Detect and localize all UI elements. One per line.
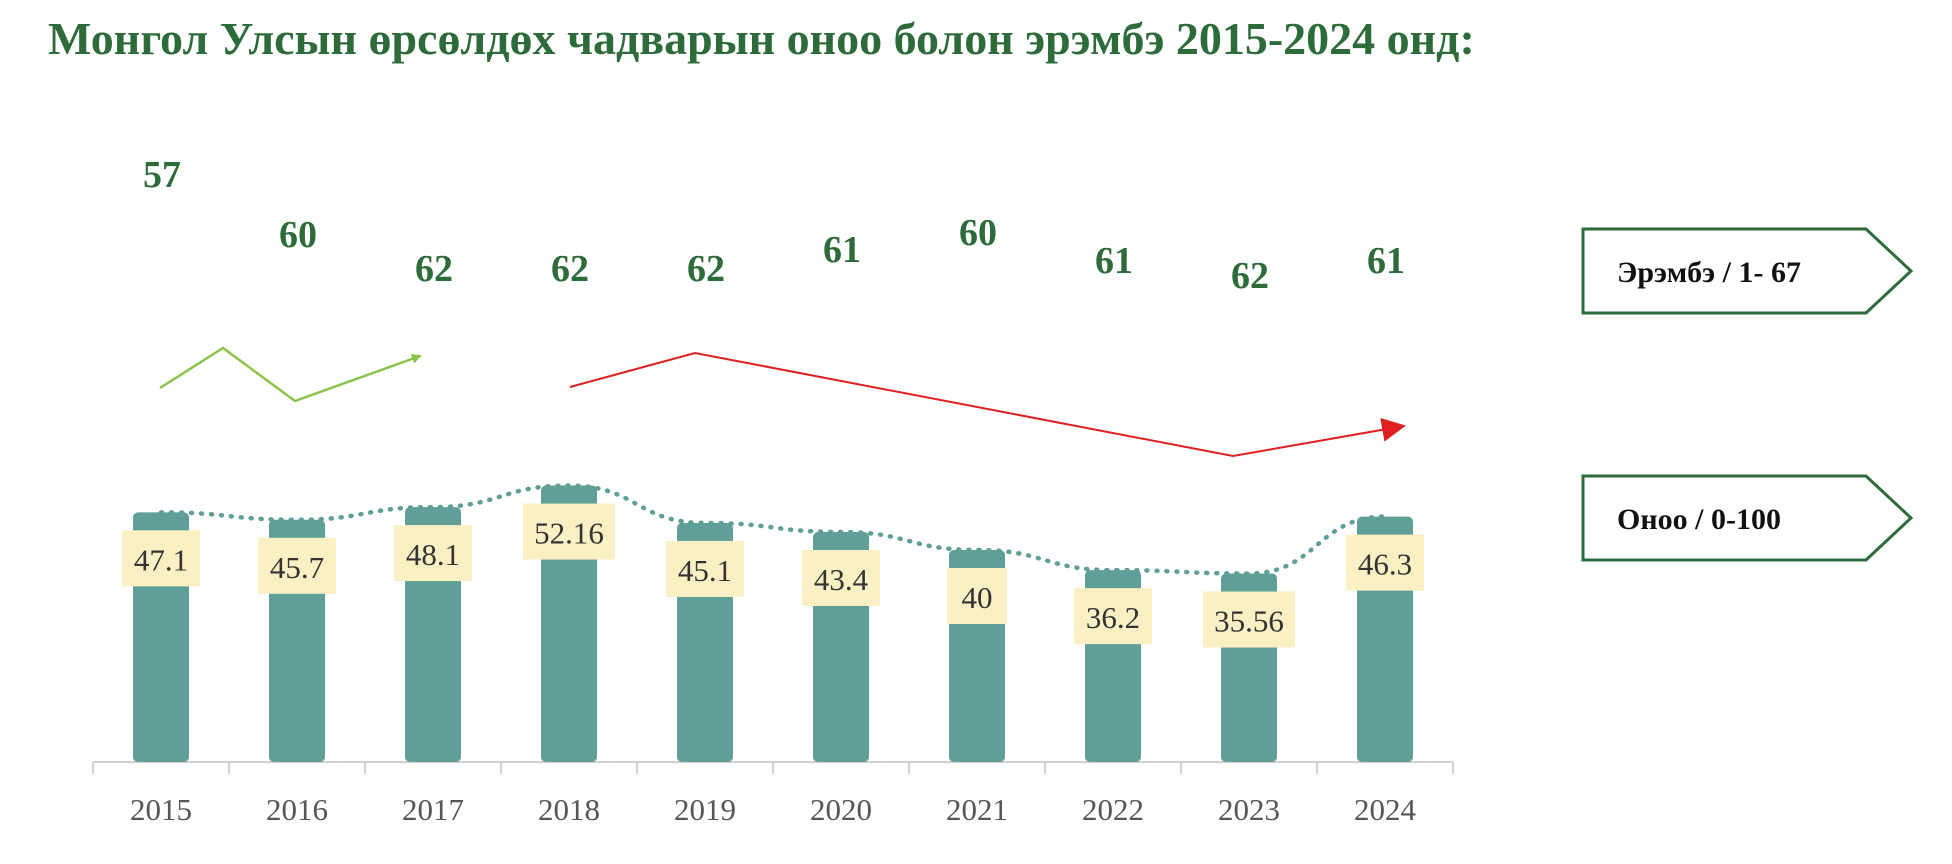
score-value-text: 35.56 [1214, 604, 1284, 639]
score-data-label: 45.7 [258, 537, 336, 594]
score-trend-line [158, 483, 1388, 576]
rank-value-label: 62 [1231, 255, 1269, 297]
score-label-bg [122, 530, 200, 587]
score-data-label: 48.1 [394, 525, 472, 582]
score-data-label: 40 [947, 568, 1007, 624]
score-label-bg [802, 549, 880, 606]
score-value-text: 45.1 [678, 553, 732, 588]
score-label-bg [1346, 534, 1424, 591]
rank-value-label: 62 [687, 248, 725, 290]
legend-score-label: Оноо / 0-100 [1617, 503, 1781, 536]
x-tick-label: 2021 [946, 792, 1008, 827]
score-data-label: 45.1 [666, 540, 744, 597]
score-value-text: 52.16 [534, 516, 604, 551]
x-tick-label: 2019 [674, 792, 736, 827]
page-title: Монгол Улсын өрсөлдөх чадварын оноо боло… [48, 13, 1475, 64]
rank-value-label: 61 [823, 229, 861, 271]
rank-value-label: 57 [143, 154, 181, 196]
x-tick-label: 2023 [1218, 792, 1280, 827]
score-data-label: 36.2 [1074, 588, 1152, 645]
score-value-text: 40 [962, 580, 993, 615]
score-value-text: 36.2 [1086, 600, 1140, 635]
x-tick-label: 2022 [1082, 792, 1144, 827]
score-label-bg [947, 568, 1007, 624]
score-data-label: 46.3 [1346, 534, 1424, 591]
x-tick-label: 2020 [810, 792, 872, 827]
score-value-text: 46.3 [1358, 547, 1412, 582]
x-tick-label: 2015 [130, 792, 192, 827]
legend-rank: Эрэмбэ / 1- 67 [1581, 227, 1914, 315]
rank-value-label: 61 [1095, 240, 1133, 282]
score-data-label: 47.1 [122, 530, 200, 587]
rank-value-label: 60 [279, 214, 317, 256]
score-value-text: 47.1 [134, 542, 188, 577]
score-label-bg [523, 503, 615, 560]
rank-labels: 57 60 62 62 62 61 60 61 62 61 [143, 154, 1405, 297]
rank-value-label: 60 [959, 212, 997, 254]
legend-rank-label: Эрэмбэ / 1- 67 [1617, 256, 1801, 289]
rank-down-arrow [569, 351, 1406, 458]
legend-score: Оноо / 0-100 [1581, 474, 1914, 562]
x-tick-label: 2024 [1354, 792, 1417, 827]
score-labels: 47.1 45.7 48.1 52.16 45.1 43.4 40 36.2 35.56 46.3 [122, 503, 1424, 648]
score-label-bg [666, 540, 744, 597]
x-tick-label: 2017 [402, 792, 464, 827]
rank-up-arrow [159, 346, 422, 403]
x-tick-label: 2018 [538, 792, 600, 827]
score-label-bg [1074, 588, 1152, 645]
score-data-label: 43.4 [802, 549, 880, 606]
score-label-bg [1203, 591, 1295, 648]
score-trend-path [158, 483, 1388, 576]
rank-value-label: 62 [415, 248, 453, 290]
score-value-text: 48.1 [406, 537, 460, 572]
score-data-label: 52.16 [523, 503, 615, 560]
score-data-label: 35.56 [1203, 591, 1295, 648]
score-value-text: 43.4 [814, 562, 869, 597]
rank-value-label: 62 [551, 248, 589, 290]
rank-value-label: 61 [1367, 240, 1405, 282]
score-value-text: 45.7 [270, 550, 324, 585]
x-axis: 2015 2016 2017 2018 2019 2020 2021 2022 2023 2024 [92, 761, 1454, 827]
x-tick-label: 2016 [266, 792, 328, 827]
score-label-bg [258, 537, 336, 594]
score-label-bg [394, 525, 472, 582]
